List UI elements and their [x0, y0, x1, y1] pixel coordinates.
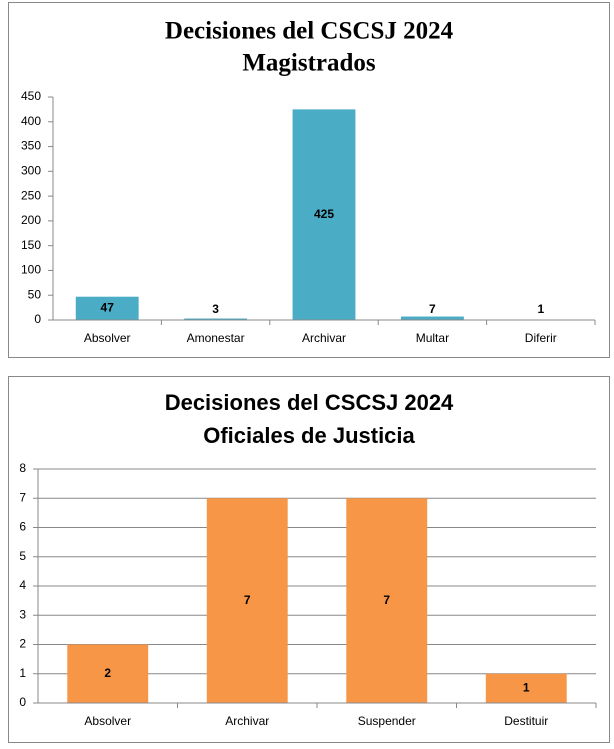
- x-tick-label: Diferir: [525, 331, 557, 345]
- bar: [206, 498, 288, 703]
- x-tick-label: Destituir: [504, 714, 548, 728]
- bar: [184, 318, 248, 320]
- y-tick-label: 0: [19, 695, 26, 709]
- chart-title: Decisiones del CSCSJ 2024: [165, 390, 454, 415]
- x-tick-label: Archivar: [302, 331, 346, 345]
- y-tick-label: 150: [21, 238, 41, 252]
- x-tick-label: Amonestar: [187, 331, 245, 345]
- y-tick-label: 300: [21, 164, 41, 178]
- y-tick-label: 0: [34, 312, 41, 326]
- chart-title: Decisiones del CSCSJ 2024: [165, 18, 454, 45]
- chart-subtitle: Oficiales de Justicia: [203, 423, 415, 448]
- value-label: 7: [383, 593, 390, 607]
- y-tick-label: 4: [19, 578, 26, 592]
- x-tick-label: Absolver: [84, 331, 131, 345]
- value-label: 7: [244, 593, 251, 607]
- y-tick-label: 350: [21, 139, 41, 153]
- bar: [292, 109, 356, 320]
- value-label: 2: [104, 666, 111, 680]
- value-label: 7: [429, 302, 436, 316]
- x-tick-label: Multar: [416, 331, 449, 345]
- y-tick-label: 2: [19, 637, 26, 651]
- y-tick-label: 5: [19, 549, 26, 563]
- bar: [75, 296, 139, 320]
- y-tick-label: 100: [21, 263, 41, 277]
- y-tick-label: 50: [28, 287, 42, 301]
- y-tick-label: 8: [19, 461, 26, 475]
- x-tick-label: Archivar: [225, 714, 269, 728]
- value-label: 1: [537, 302, 544, 316]
- bar: [67, 644, 149, 703]
- y-tick-label: 1: [19, 666, 26, 680]
- x-tick-label: Suspender: [358, 714, 416, 728]
- y-tick-label: 450: [21, 89, 41, 103]
- x-tick-label: Absolver: [84, 714, 131, 728]
- y-tick-label: 250: [21, 188, 41, 202]
- y-tick-label: 3: [19, 607, 26, 621]
- y-tick-label: 7: [19, 490, 26, 504]
- bar: [346, 498, 428, 703]
- value-label: 1: [523, 681, 530, 695]
- y-tick-label: 6: [19, 520, 26, 534]
- chart-subtitle: Magistrados: [242, 50, 376, 77]
- value-label: 425: [314, 207, 334, 221]
- value-label: 47: [101, 301, 115, 315]
- bar: [400, 316, 464, 320]
- bar: [485, 673, 567, 703]
- y-tick-label: 400: [21, 114, 41, 128]
- value-label: 3: [212, 302, 219, 316]
- y-tick-label: 200: [21, 213, 41, 227]
